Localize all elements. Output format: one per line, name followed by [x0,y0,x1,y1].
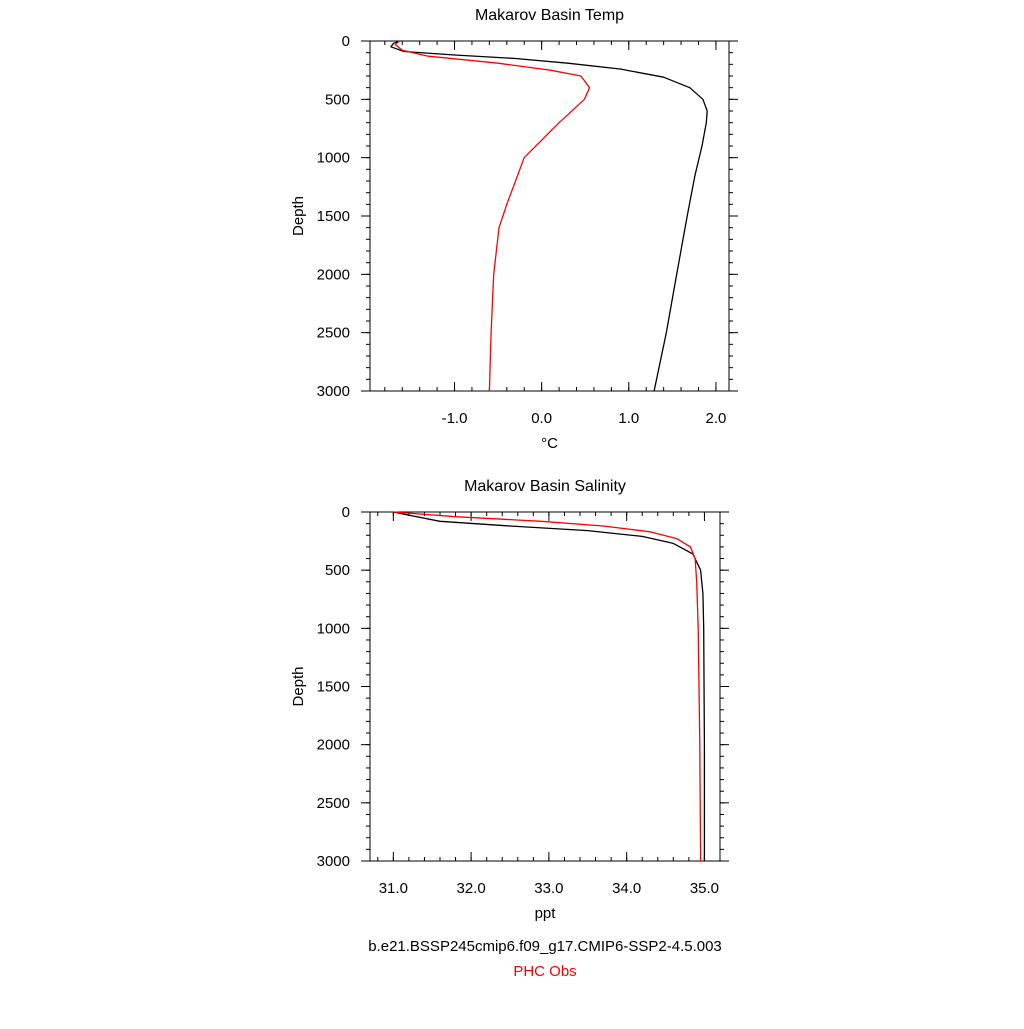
salinity-x-tick-label: 34.0 [612,880,641,897]
salinity-y-tick-label: 500 [325,562,350,579]
temp-plot-frame [369,40,730,392]
salinity-plot-frame [369,511,721,862]
temp-model-line [390,40,708,392]
salinity-y-tick-label: 1500 [317,679,350,696]
temp-y-tick-label: 2000 [317,266,350,283]
temp-y-tick-label: 3000 [317,383,350,400]
salinity-x-tick-label: 31.0 [379,880,408,897]
salinity-y-tick-label: 1000 [317,620,350,637]
salinity-obs-line [393,511,702,862]
salinity-panel: Makarov Basin Salinity 31.0 32.0 33.0 34.0 35… [290,478,729,922]
legend-model-label: b.e21.BSSP245cmip6.f09_g17.CMIP6-SSP2-4.… [368,938,722,955]
temp-y-tick-label: 1500 [317,208,350,225]
salinity-x-tick-label: 33.0 [534,880,563,897]
temp-x-axis-label: °C [541,435,558,452]
salinity-x-tick-label: 32.0 [457,880,486,897]
temp-x-tick-label: 2.0 [705,410,726,427]
salinity-title: Makarov Basin Salinity [464,478,626,495]
temp-y-tick-label: 500 [325,91,350,108]
salinity-y-tick-label: 2000 [317,737,350,754]
salinity-y-tick-label: 2500 [317,795,350,812]
temp-y-axis-label: Depth [290,196,307,236]
temp-y-tick-label: 0 [342,33,350,50]
legend-obs-label: PHC Obs [513,963,576,980]
salinity-x-axis-label: ppt [535,905,557,922]
temp-x-tick-label: -1.0 [442,410,468,427]
temp-title: Makarov Basin Temp [475,7,624,24]
salinity-y-axis-label: Depth [290,666,307,706]
salinity-y-tick-label: 3000 [317,853,350,870]
temp-y-tick-label: 2500 [317,325,350,342]
temp-x-tick-label: 1.0 [618,410,639,427]
salinity-model-line [393,511,706,861]
salinity-x-tick-label: 35.0 [690,880,719,897]
temp-panel: Makarov Basin Temp -1.0 0.0 1.0 2.0 0 500 1000 1… [290,7,738,452]
temp-x-tick-label: 0.0 [531,410,552,427]
temp-obs-line [394,40,591,392]
temp-y-tick-label: 1000 [317,150,350,167]
salinity-y-tick-label: 0 [342,504,350,521]
